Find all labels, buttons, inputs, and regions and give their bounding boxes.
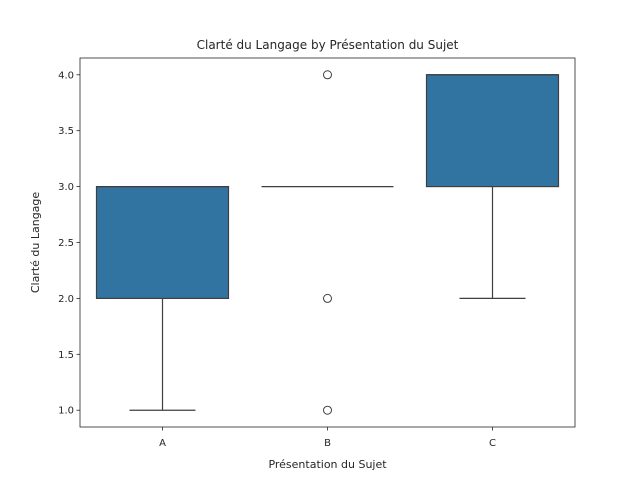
iqr-box [95,185,230,300]
box-group-c [425,74,560,300]
box-group-b [261,70,394,415]
y-axis-label: Clarté du Langage [29,192,42,294]
x-axis: A B C [159,427,496,449]
y-tick-label: 4.0 [58,70,74,81]
outlier-point [323,70,332,80]
x-axis-label: Présentation du Sujet [268,458,387,471]
iqr-box [425,74,560,188]
x-tick-label: B [324,438,331,449]
chart-title: Clarté du Langage by Présentation du Suj… [197,38,459,52]
x-tick-label: C [489,438,496,449]
y-tick-label: 2.5 [58,238,74,249]
outlier-point [323,293,332,303]
plot-area [95,70,560,415]
y-axis: 1.0 1.5 2.0 2.5 3.0 3.5 4.0 [58,70,80,417]
y-tick-label: 1.0 [58,406,74,417]
y-tick-label: 3.5 [58,126,74,137]
y-tick-label: 1.5 [58,350,74,361]
y-tick-label: 2.0 [58,294,74,305]
outlier-point [323,405,332,415]
box-group-a [95,185,230,411]
y-tick-label: 3.0 [58,182,74,193]
x-tick-label: A [159,438,166,449]
